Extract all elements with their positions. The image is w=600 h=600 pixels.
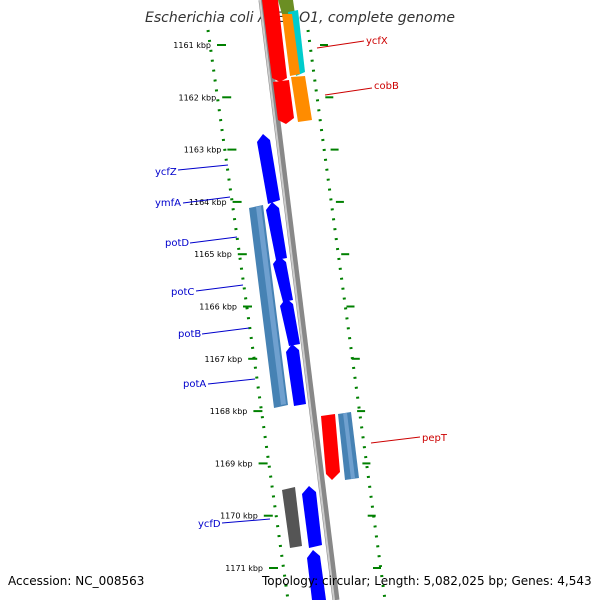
tick-label: 1168 kbp [210,407,248,416]
tick-label: 1171 kbp [225,564,263,573]
tick-label: 1161 kbp [173,41,211,50]
map-title: Escherichia coli APEC O1, complete genom… [145,10,455,26]
gene-red-top [262,0,287,82]
tick-label: 1164 kbp [189,198,227,207]
gene-red-pepT [321,414,340,480]
gene-label-potA: potA [183,379,206,390]
gene-label-ycfZ: ycfZ [155,167,177,178]
accession-text: Accession: NC_008563 [8,574,145,588]
right-gene-labels: ycfX cobB pepT [316,36,448,444]
tick-label: 1165 kbp [194,250,232,259]
gene-label-ymfA: ymfA [155,198,181,209]
gene-potD [273,256,293,302]
gene-orange-ycfX [282,14,300,76]
gene-label-pepT: pepT [422,433,448,444]
backbone [258,0,340,600]
gene-ycfZ [257,134,280,204]
gene-ymfA [266,202,287,260]
gene-red-cobB [273,80,294,124]
left-gene-labels: ycfZ ymfA potD potC potB potA ycfD [155,164,271,530]
tick-label: 1166 kbp [199,303,237,312]
gene-label-potB: potB [178,329,201,340]
gene-potA-steel-light [256,206,286,405]
gene-potB [286,344,306,406]
gene-olive-top [278,0,295,14]
gene-potC [280,298,300,346]
gene-label-ycfX: ycfX [366,36,388,47]
tick-label: 1170 kbp [220,512,258,521]
gene-steel-pepT-light [343,413,355,479]
gene-blue-ycfD [302,486,322,548]
gene-label-potC: potC [171,287,194,298]
gene-label-cobB: cobB [374,81,399,92]
right-tick-track [306,29,387,600]
tick-label: 1163 kbp [184,146,222,155]
tick-label: 1167 kbp [204,355,242,364]
gene-orange-cobB [291,76,312,122]
tick-marks [217,44,381,569]
gene-label-ycfD: ycfD [198,519,221,530]
topology-text: Topology: circular; Length: 5,082,025 bp… [262,574,592,588]
tick-label: 1162 kbp [178,93,216,102]
gene-label-potD: potD [165,238,189,249]
tick-labels: 1161 kbp 1162 kbp 1163 kbp 1164 kbp 1165 kbp… [173,41,263,573]
genes [249,0,359,600]
gene-gray-ycfD [282,487,302,548]
gene-blue-bottom [307,550,326,600]
tick-label: 1169 kbp [215,459,253,468]
